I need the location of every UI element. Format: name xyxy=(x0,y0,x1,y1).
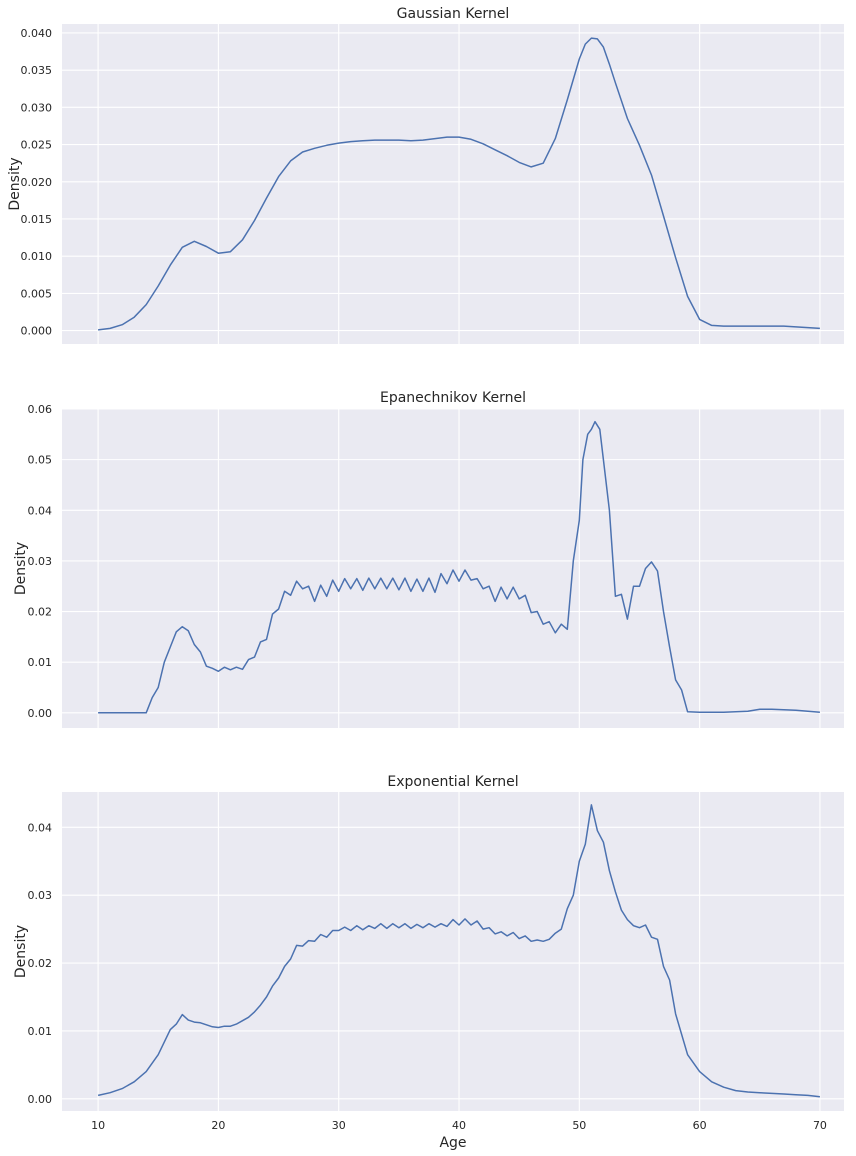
plot-background xyxy=(62,24,844,344)
density-curve xyxy=(98,420,820,714)
y-tick-label: 0.025 xyxy=(21,139,53,152)
y-tick-label: 0.015 xyxy=(21,213,53,226)
chart-title: Epanechnikov Kernel xyxy=(380,390,526,406)
y-tick-label: 0.00 xyxy=(28,1093,53,1106)
plot-background xyxy=(62,409,844,728)
x-tick-label: 50 xyxy=(572,1119,586,1132)
y-tick-label: 0.000 xyxy=(21,325,53,338)
y-tick-label: 0.035 xyxy=(21,64,53,77)
y-tick-label: 0.05 xyxy=(28,454,53,467)
plot-background xyxy=(62,792,844,1111)
y-tick-label: 0.04 xyxy=(28,821,53,834)
y-tick-label: 0.00 xyxy=(28,707,53,720)
y-tick-label: 0.010 xyxy=(21,250,53,263)
y-tick-label: 0.030 xyxy=(21,101,53,114)
y-tick-label: 0.020 xyxy=(21,176,53,189)
panel-1: 0.000 0.005 0.010 0.015 0.020 0.025 0.030 0.035… xyxy=(7,6,844,344)
y-tick-label: 0.005 xyxy=(21,287,53,300)
y-tick-label: 0.02 xyxy=(28,606,53,619)
y-tick-label: 0.04 xyxy=(28,504,53,517)
y-tick-label: 0.03 xyxy=(28,555,53,568)
y-tick-label: 0.03 xyxy=(28,889,53,902)
x-tick-label: 20 xyxy=(211,1119,225,1132)
y-tick-label: 0.06 xyxy=(28,403,53,416)
x-axis-label: Age xyxy=(439,1135,466,1151)
y-tick-label: 0.02 xyxy=(28,957,53,970)
y-axis-label: Density xyxy=(7,157,23,210)
panel-3: 10 20 30 40 50 60 70 0.00 0.01 0.02 0.03 0.04 Expone… xyxy=(13,774,844,1151)
x-tick-label: 10 xyxy=(91,1119,105,1132)
y-axis-label: Density xyxy=(13,925,29,978)
x-tick-label: 70 xyxy=(813,1119,827,1132)
y-tick-label: 0.01 xyxy=(28,1025,53,1038)
chart-title: Exponential Kernel xyxy=(387,774,518,790)
density-curve xyxy=(97,804,820,1098)
x-tick-label: 40 xyxy=(452,1119,466,1132)
x-tick-label: 30 xyxy=(332,1119,346,1132)
x-tick-label: 60 xyxy=(693,1119,707,1132)
y-axis-label: Density xyxy=(13,542,29,595)
y-tick-label: 0.040 xyxy=(21,27,53,40)
chart-title: Gaussian Kernel xyxy=(397,6,510,22)
density-curve xyxy=(98,37,820,331)
panel-2: 0.00 0.01 0.02 0.03 0.04 0.05 0.06 Epanechnikov… xyxy=(13,390,844,728)
y-tick-label: 0.01 xyxy=(28,656,53,669)
